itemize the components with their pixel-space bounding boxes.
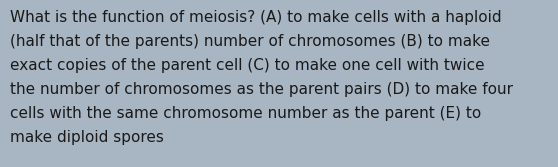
Text: make diploid spores: make diploid spores — [10, 130, 164, 145]
Text: the number of chromosomes as the parent pairs (D) to make four: the number of chromosomes as the parent … — [10, 82, 513, 97]
Text: exact copies of the parent cell (C) to make one cell with twice: exact copies of the parent cell (C) to m… — [10, 58, 485, 73]
Text: cells with the same chromosome number as the parent (E) to: cells with the same chromosome number as… — [10, 106, 481, 121]
Text: (half that of the parents) number of chromosomes (B) to make: (half that of the parents) number of chr… — [10, 34, 490, 49]
Text: What is the function of meiosis? (A) to make cells with a haploid: What is the function of meiosis? (A) to … — [10, 10, 502, 25]
